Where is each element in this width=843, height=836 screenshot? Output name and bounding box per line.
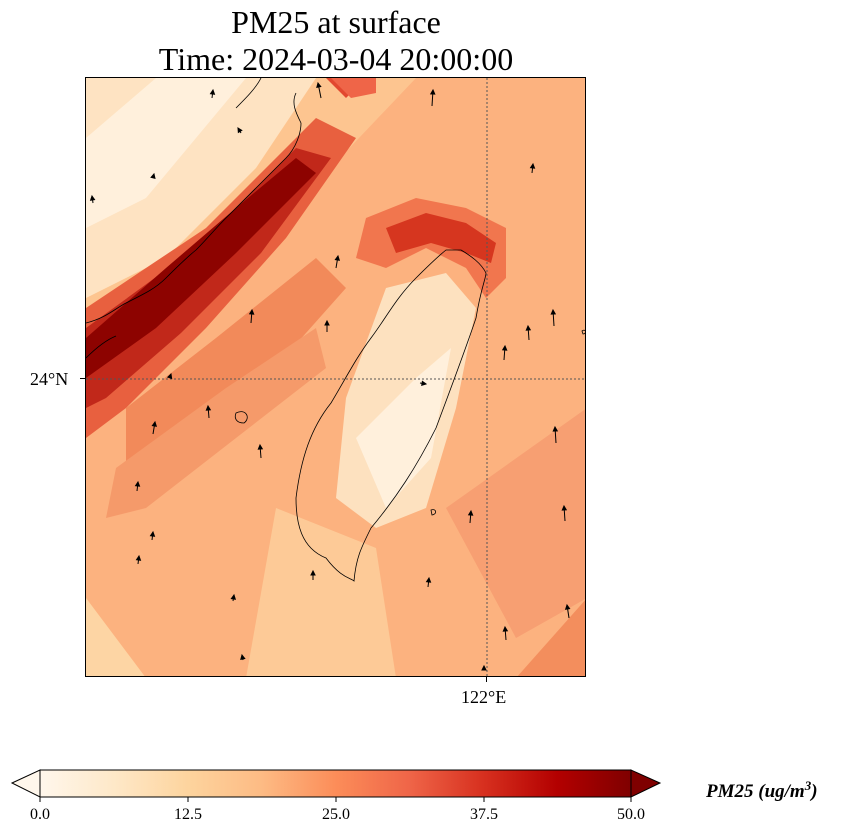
field-southeast-corner [517,600,585,676]
wind-arrow-head [529,162,536,169]
lon-tick-label: 122°E [461,687,507,707]
penghu-island [234,411,248,424]
colorbar [10,769,662,802]
colorbar-label: PM25 (ug/m3) [706,775,818,803]
field-strait-plume [126,258,346,468]
wind-arrow-head [135,554,142,561]
wind-arrow-head [552,425,559,432]
wind-arrow-head [316,81,322,88]
colorbar-label-end: ) [811,781,818,802]
china-coastline-south [86,335,117,359]
wind-arrow-head [150,172,156,180]
field-clean-air-core [86,78,246,228]
wind-arrow-head [166,372,173,380]
field-southwest-corner [86,598,145,676]
wind-vectors [89,81,571,671]
wind-arrow-head [310,569,316,576]
wind-arrow-head [564,603,571,610]
colorbar-label-main: PM25 (ug/m [706,781,805,802]
wind-arrow-head [334,254,341,261]
wind-arrow-head [257,443,264,450]
colorbar-tick-label-3: 37.5 [470,806,498,823]
colorbar-tick-label-1: 12.5 [174,806,202,823]
wind-arrow-head [561,504,568,511]
wind-arrow-head [134,480,141,487]
colorbar-tick-marks [39,797,632,802]
wind-arrow-head [525,324,532,331]
field-north-taiwan-outer [356,198,506,298]
wind-arrow-head [240,653,246,660]
pm25-map [86,78,585,676]
east-island [581,329,585,335]
wind-arrow-head [149,530,156,537]
wind-arrow-head [481,664,487,671]
wind-arrow-head [429,88,436,95]
wind-arrow-head [151,420,158,427]
taiwan-coastline [295,249,487,582]
colorbar-tick-label-0: 0.0 [30,806,50,823]
wind-arrow-head [205,404,212,411]
small-island [430,509,437,516]
wind-arrow-head [89,194,96,201]
map-title-line-1: PM25 at surface [231,4,441,40]
wind-arrow-head [209,88,216,95]
coastlines [86,78,585,582]
field-strait-plume-south [106,328,326,518]
field-top-spot-2 [331,78,376,98]
lon-tick-mark [486,677,487,682]
china-coastline-north [235,78,262,109]
field-north-taiwan-core [386,213,496,263]
wind-arrow-head [501,344,508,351]
colorbar-tick-label-4: 50.0 [617,806,645,823]
wind-arrow-head [230,593,237,600]
lat-tick-mark [80,378,85,379]
field-south-of-taiwan [246,508,396,676]
colorbar-bar [39,769,632,798]
wind-arrow-head [550,308,557,315]
wind-arrow-head [425,576,432,583]
wind-arrow-head [324,319,330,326]
wind-arrow-head [237,127,243,134]
field-coastal-band-core [86,158,316,378]
colorbar-tick-label-2: 25.0 [322,806,350,823]
wind-arrow-head [467,509,474,516]
map-title-line-2: Time: 2024-03-04 20:00:00 [158,41,514,77]
wind-arrow-head [421,380,428,387]
field-east-band [446,409,585,638]
field-taiwan-clean-core [356,348,451,508]
colorbar-extend-max [630,769,662,798]
colorbar-label-exponent: 3 [804,778,812,793]
pm25-field [86,78,585,676]
map-panel [85,77,586,677]
colorbar-extend-min [10,769,41,798]
china-coastline [86,92,302,324]
lat-tick-label: 24°N [30,369,69,389]
wind-arrow-head [248,308,255,315]
wind-arrow-head [502,625,509,632]
